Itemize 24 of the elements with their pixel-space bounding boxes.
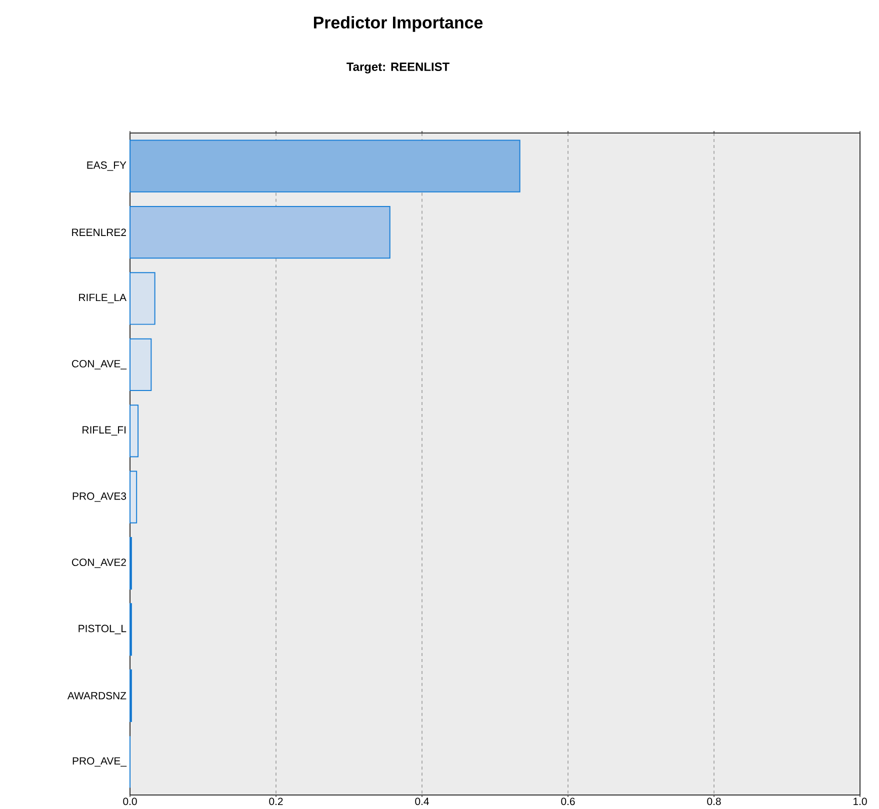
chart-title: Predictor Importance [314, 16, 483, 32]
x-tick-label: 1.0 [854, 798, 867, 806]
x-tick-label: 0.8 [707, 798, 721, 806]
y-tick-label: EAS_FY [87, 161, 126, 171]
bar [130, 404, 139, 458]
y-tick-label: PRO_AVE_ [72, 757, 127, 767]
y-tick-label: AWARDSNZ [67, 692, 126, 700]
y-tick-label: RIFLE_LA [79, 294, 126, 304]
y-tick-label: CON_AVE2 [72, 558, 126, 568]
y-tick-label: CON_AVE_ [72, 360, 127, 370]
y-tick-label: REENLRE2 [72, 228, 126, 236]
x-tick-label: 0.6 [561, 798, 575, 806]
x-tick-label: 0.0 [123, 798, 137, 806]
bar [130, 470, 138, 524]
chart-subtitle: Target: REENLIST [346, 62, 450, 74]
y-tick-label: PRO_AVE3 [72, 492, 126, 502]
bar [130, 206, 390, 259]
bar [130, 272, 156, 325]
bar [130, 140, 520, 192]
x-tick-label: 0.4 [415, 798, 429, 806]
y-tick-label: PISTOL_L [78, 624, 126, 634]
y-tick-label: RIFLE_FI [82, 426, 126, 436]
bar [130, 338, 152, 392]
x-tick-label: 0.2 [269, 798, 283, 806]
